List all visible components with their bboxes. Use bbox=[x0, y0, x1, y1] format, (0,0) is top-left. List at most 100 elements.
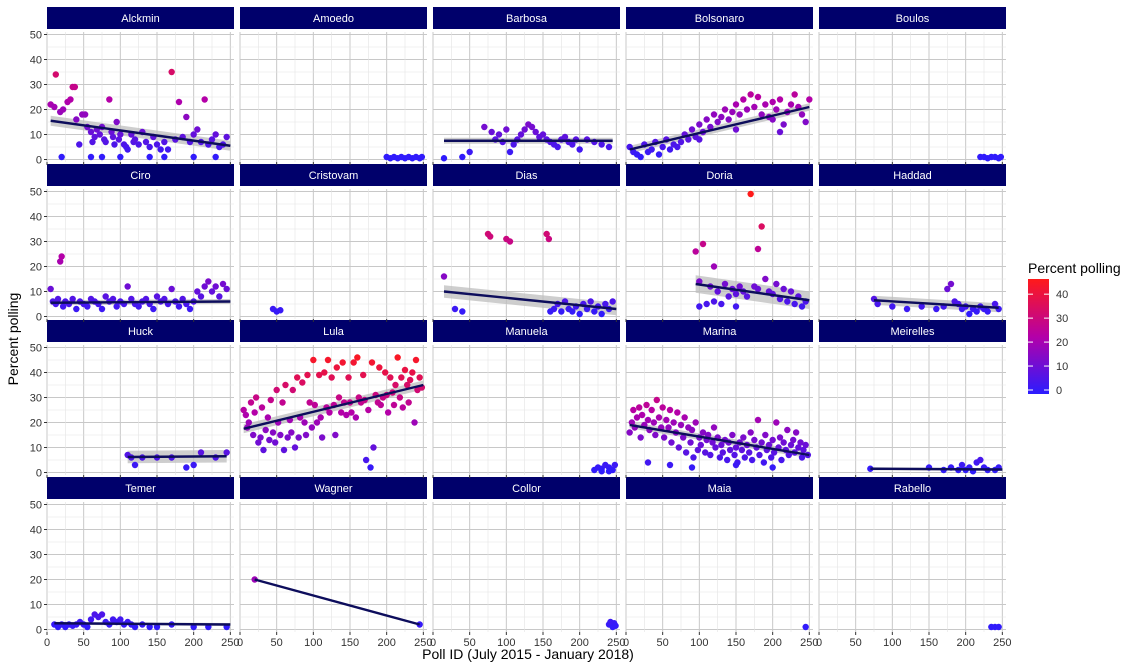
data-point bbox=[242, 411, 250, 419]
data-point bbox=[696, 303, 703, 310]
data-point bbox=[984, 308, 991, 315]
strip-label: Manuela bbox=[505, 326, 548, 338]
x-tick-label: 50 bbox=[657, 637, 669, 649]
strip-haddad bbox=[819, 164, 1006, 186]
data-point bbox=[201, 96, 208, 103]
data-point bbox=[245, 419, 252, 426]
data-point bbox=[194, 288, 201, 295]
data-point bbox=[558, 308, 565, 315]
data-point bbox=[324, 356, 332, 364]
data-point bbox=[716, 454, 724, 461]
data-point bbox=[488, 128, 495, 136]
data-point bbox=[740, 434, 747, 441]
data-point bbox=[409, 369, 416, 376]
data-point bbox=[756, 451, 763, 459]
data-point bbox=[517, 131, 525, 138]
data-point bbox=[650, 419, 658, 426]
data-point bbox=[611, 461, 619, 469]
data-point bbox=[754, 245, 762, 253]
data-point bbox=[124, 146, 131, 153]
data-point bbox=[561, 133, 569, 141]
data-point bbox=[666, 406, 674, 414]
data-point bbox=[776, 434, 784, 441]
strip-label: Meirelles bbox=[890, 326, 935, 338]
data-point bbox=[117, 616, 124, 623]
data-point bbox=[260, 446, 267, 454]
data-point bbox=[729, 108, 736, 116]
panel-marina: Marina bbox=[625, 320, 813, 475]
strip-ciro bbox=[47, 164, 234, 186]
data-point bbox=[128, 295, 135, 303]
data-point bbox=[933, 305, 940, 313]
data-point bbox=[161, 295, 168, 303]
strip-alckmin bbox=[47, 7, 234, 29]
data-point bbox=[87, 616, 95, 623]
data-point bbox=[310, 356, 317, 364]
data-point bbox=[306, 399, 313, 406]
x-tick-label: 0 bbox=[237, 637, 243, 649]
strip-temer bbox=[47, 477, 234, 499]
points bbox=[977, 153, 1005, 162]
data-point bbox=[219, 280, 227, 288]
points bbox=[867, 456, 1002, 475]
strip-label: Ciro bbox=[130, 170, 150, 182]
data-point bbox=[387, 374, 394, 381]
data-point bbox=[153, 623, 161, 631]
data-point bbox=[732, 101, 740, 108]
data-point bbox=[688, 464, 696, 471]
x-tick-label: 50 bbox=[464, 637, 476, 649]
data-point bbox=[175, 98, 183, 106]
y-tick-label: 30 bbox=[30, 393, 42, 405]
y-tick-label: 20 bbox=[30, 418, 42, 430]
data-point bbox=[666, 461, 674, 469]
data-point bbox=[874, 300, 881, 308]
data-point bbox=[569, 308, 576, 315]
data-point bbox=[390, 401, 398, 409]
data-point bbox=[732, 290, 740, 298]
data-point bbox=[699, 240, 707, 248]
data-point bbox=[710, 298, 718, 305]
data-point bbox=[313, 419, 321, 426]
data-point bbox=[69, 295, 76, 303]
data-point bbox=[947, 280, 955, 288]
data-point bbox=[576, 310, 583, 318]
strip-huck bbox=[47, 320, 234, 342]
data-point bbox=[326, 409, 333, 416]
strip-label: Doria bbox=[706, 170, 733, 182]
data-point bbox=[168, 285, 175, 293]
strip-lula bbox=[240, 320, 427, 342]
data-point bbox=[58, 153, 65, 161]
data-point bbox=[365, 406, 372, 414]
data-point bbox=[302, 431, 310, 439]
panel-collor: Collor bbox=[432, 477, 620, 632]
data-point bbox=[773, 106, 780, 113]
panel-barbosa: Barbosa bbox=[432, 7, 620, 162]
trend-line bbox=[254, 578, 420, 626]
x-tick-label: 50 bbox=[78, 637, 90, 649]
data-point bbox=[758, 223, 765, 230]
data-point bbox=[747, 429, 754, 436]
x-tick-label: 200 bbox=[377, 637, 395, 649]
data-point bbox=[67, 96, 74, 103]
strip-dias bbox=[433, 164, 620, 186]
data-point bbox=[161, 153, 168, 161]
strip-manuela bbox=[433, 320, 620, 342]
strip-label: Temer bbox=[125, 483, 156, 495]
data-point bbox=[343, 411, 350, 419]
panel-boulos: Boulos bbox=[818, 7, 1006, 162]
data-point bbox=[201, 283, 208, 290]
data-point bbox=[792, 429, 800, 436]
data-point bbox=[710, 263, 718, 270]
y-tick-label: 30 bbox=[30, 80, 42, 92]
y-tick-label: 0 bbox=[36, 312, 42, 324]
data-point bbox=[84, 303, 91, 310]
x-tick-label: 100 bbox=[497, 637, 515, 649]
strip-label: Amoedo bbox=[313, 13, 354, 25]
data-point bbox=[146, 153, 153, 161]
data-point bbox=[696, 121, 703, 128]
data-point bbox=[746, 449, 753, 456]
y-tick-label: 10 bbox=[30, 600, 42, 612]
data-point bbox=[770, 449, 778, 456]
data-point bbox=[637, 434, 644, 441]
y-tick-label: 0 bbox=[36, 468, 42, 480]
